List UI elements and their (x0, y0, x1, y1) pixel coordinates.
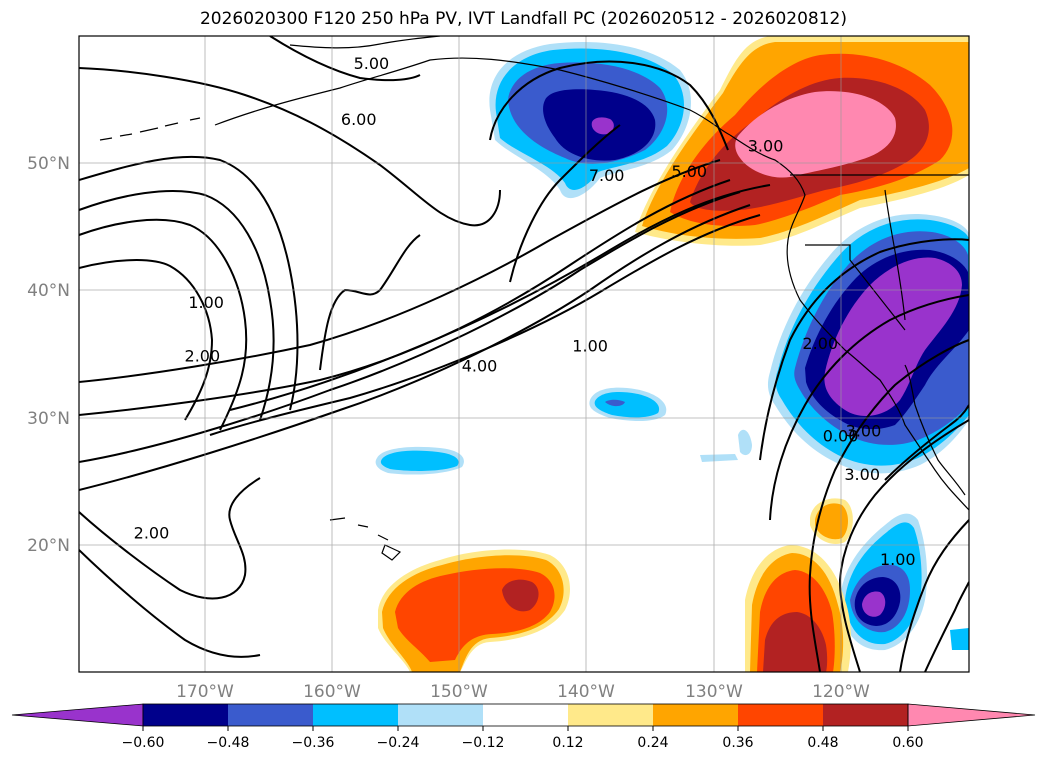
map-area: 5.00 6.00 7.00 5.00 3.00 1.00 2.00 4.00 1.00 2.00… (79, 36, 969, 672)
contour-label-8: 1.00 (572, 336, 608, 355)
colorbar-tick-label-0: −0.60 (122, 735, 165, 751)
map-frame (78, 35, 970, 673)
contour-labels: 5.00 6.00 7.00 5.00 3.00 1.00 2.00 4.00 1.00 2.00… (134, 54, 916, 569)
gridlines (79, 36, 969, 672)
lat-label-30: 30°N (27, 409, 70, 429)
map-title: 2026020300 F120 250 hPa PV, IVT Landfall… (199, 9, 847, 29)
colorbar-segment-5 (483, 704, 569, 726)
lon-label-150w: 150°W (430, 682, 488, 702)
colorbar-extension-high (907, 703, 1036, 727)
lat-label-50: 50°N (27, 154, 70, 174)
contour-label-6: 2.00 (185, 347, 221, 366)
lon-label-130w: 130°W (685, 682, 743, 702)
colorbar-tick-label-2: −0.36 (292, 735, 335, 751)
colorbar-tick-label-7: 0.36 (722, 735, 753, 751)
colorbar-segment-7 (653, 704, 739, 726)
colorbar-segment-9 (823, 704, 909, 726)
lon-label-170w: 170°W (176, 682, 234, 702)
colorbar-segment-6 (568, 704, 654, 726)
colorbar-tick-label-6: 0.24 (637, 735, 668, 751)
positive-anomaly-pacific-northwest (635, 36, 969, 246)
lat-label-20: 20°N (27, 536, 70, 556)
colorbar-segment-4 (398, 704, 484, 726)
negative-anomaly-california (767, 214, 969, 474)
colorbar-segment-8 (738, 704, 824, 726)
lat-label-40: 40°N (27, 281, 70, 301)
longitude-labels: 170°W 160°W 150°W 140°W 130°W 120°W (176, 682, 870, 702)
pv-contours (79, 36, 969, 672)
contour-label-14: 0.00 (823, 427, 859, 446)
contour-label-2: 7.00 (589, 166, 625, 185)
colorbar: −0.60 −0.48 −0.36 −0.24 −0.12 0.12 0.24 0.36 0.4… (11, 703, 1036, 751)
lon-label-140w: 140°W (557, 682, 615, 702)
lon-label-160w: 160°W (303, 682, 361, 702)
contour-label-0: 5.00 (354, 54, 390, 73)
contour-label-7: 4.00 (462, 357, 498, 376)
colorbar-tick-label-8: 0.48 (807, 735, 838, 751)
colorbar-tick-label-5: 0.12 (552, 735, 583, 751)
contour-label-3: 5.00 (671, 162, 707, 181)
contour-label-10: 3.00 (846, 422, 882, 441)
contour-label-13: 2.00 (134, 523, 170, 542)
colorbar-tick-label-3: −0.24 (377, 735, 420, 751)
positive-anomaly-eastern-tropical-pacific (745, 545, 852, 672)
colorbar-frame (142, 703, 909, 727)
colorbar-extension-low (11, 703, 144, 727)
contour-label-9: 2.00 (802, 334, 838, 353)
negative-anomaly-baja (840, 513, 969, 651)
contour-label-5: 1.00 (188, 293, 224, 312)
negative-anomaly-gulf-of-alaska (489, 41, 692, 199)
colorbar-tick-label-1: −0.48 (207, 735, 250, 751)
colorbar-tick-label-4: −0.12 (462, 735, 505, 751)
lon-label-120w: 120°W (812, 682, 870, 702)
colorbar-segment-1 (143, 704, 229, 726)
contour-label-1: 6.00 (341, 110, 377, 129)
colorbar-tick-label-9: 0.60 (892, 735, 923, 751)
contour-label-4: 3.00 (748, 137, 784, 156)
colorbar-segment-2 (228, 704, 314, 726)
contour-label-12: 1.00 (880, 550, 916, 569)
colorbar-segment-3 (313, 704, 399, 726)
latitude-labels: 50°N 40°N 30°N 20°N (27, 154, 70, 556)
negative-anomaly-small-patches (375, 387, 752, 475)
positive-anomaly-subtropical-pacific (378, 549, 570, 672)
coastlines (99, 36, 969, 561)
contour-label-11: 3.00 (844, 465, 880, 484)
